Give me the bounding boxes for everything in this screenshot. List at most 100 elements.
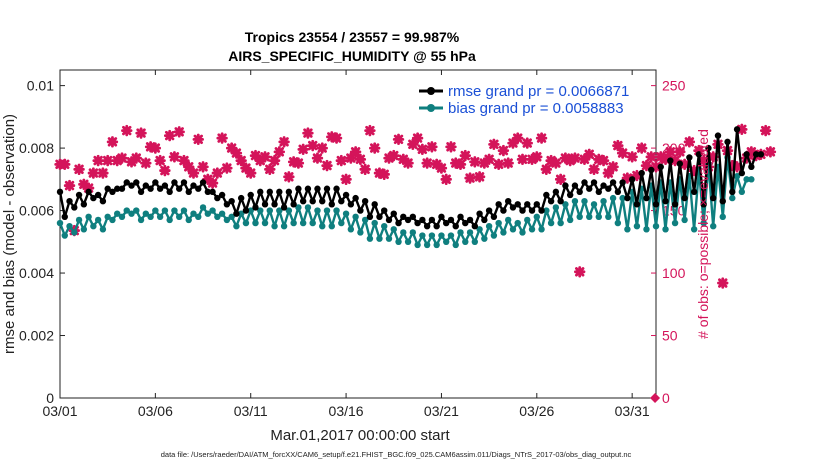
- rmse-point: [137, 188, 145, 196]
- bias-point: [671, 219, 679, 227]
- obs-point: [321, 159, 333, 172]
- rmse-point: [266, 188, 273, 196]
- obs-point: [130, 152, 142, 164]
- rmse-point: [90, 194, 97, 202]
- bias-point: [142, 210, 150, 217]
- bias-point: [290, 219, 297, 227]
- rmse-point: [600, 182, 607, 189]
- obs-point: [92, 154, 104, 167]
- rmse-point: [228, 198, 235, 205]
- rmse-point: [56, 188, 64, 196]
- rmse-point: [276, 188, 283, 196]
- obs-point: [459, 149, 471, 162]
- bias-point: [538, 226, 545, 233]
- rmse-point: [676, 160, 684, 167]
- obs-point: [602, 167, 615, 179]
- rmse-point: [133, 179, 140, 186]
- bias-point: [700, 219, 707, 227]
- bias-point: [690, 226, 698, 233]
- rmse-point: [319, 198, 326, 205]
- obs-point: [607, 161, 619, 173]
- x-axis-label: Mar.01,2017 00:00:00 start: [270, 427, 450, 444]
- bias-point: [180, 207, 188, 214]
- rmse-point: [257, 188, 264, 196]
- rmse-point: [195, 185, 202, 192]
- obs-point: [240, 162, 252, 174]
- rmse-point: [586, 185, 593, 192]
- bias-point: [195, 213, 202, 221]
- obs-point: [349, 146, 362, 158]
- obs-point: [154, 154, 166, 167]
- rmse-point: [524, 201, 531, 208]
- obs-point: [225, 142, 238, 154]
- bias-point: [543, 207, 550, 214]
- bias-point: [443, 238, 450, 246]
- bias-point: [218, 210, 226, 217]
- rmse-point: [309, 198, 316, 205]
- obs-point: [140, 157, 152, 169]
- rmse-point: [114, 185, 121, 192]
- rmse-point: [438, 213, 445, 221]
- bias-point: [590, 201, 598, 208]
- rmse-point: [333, 185, 340, 192]
- y-right-tick-label: 50: [662, 328, 678, 344]
- obs-point: [407, 138, 419, 151]
- bias-point: [104, 213, 111, 221]
- bias-point: [309, 219, 316, 227]
- rmse-point: [209, 188, 216, 196]
- obs-point: [197, 161, 209, 173]
- obs-point: [202, 173, 214, 186]
- obs-point: [516, 153, 529, 166]
- bias-point: [371, 219, 378, 227]
- obs-point: [388, 149, 400, 162]
- bias-point: [476, 226, 483, 233]
- bias-point: [271, 222, 278, 230]
- obs-series: [54, 123, 777, 403]
- bias-point: [66, 222, 73, 230]
- rmse-point: [185, 188, 192, 196]
- y-tick-label: 0.002: [19, 328, 54, 344]
- rmse-point: [667, 157, 674, 164]
- rmse-point: [462, 219, 469, 227]
- bias-point: [376, 235, 383, 242]
- obs-point: [421, 157, 433, 169]
- rmse-point: [457, 213, 464, 221]
- bias-point: [748, 176, 755, 183]
- obs-point: [512, 132, 524, 144]
- bias-point: [419, 232, 426, 239]
- obs-point: [278, 136, 290, 148]
- rmse-point: [314, 185, 321, 192]
- bias-point: [357, 229, 364, 236]
- rmse-series: [56, 126, 765, 230]
- rmse-point: [190, 182, 197, 189]
- bias-point: [118, 213, 126, 221]
- obs-point: [554, 173, 567, 186]
- bias-point: [223, 216, 231, 224]
- obs-point: [583, 148, 595, 161]
- bias-point: [328, 222, 335, 230]
- obs-point: [454, 158, 467, 171]
- rmse-point: [581, 179, 588, 186]
- rmse-point: [552, 188, 560, 196]
- rmse-point: [733, 126, 741, 133]
- bias-point: [457, 229, 464, 236]
- rmse-point: [247, 191, 254, 199]
- bias-point: [190, 210, 197, 217]
- obs-point: [245, 167, 257, 179]
- obs-point: [659, 153, 672, 166]
- rmse-point: [71, 204, 78, 211]
- bias-point: [209, 207, 216, 214]
- rmse-point: [395, 219, 402, 227]
- rmse-point: [500, 207, 507, 214]
- bias-point: [185, 216, 192, 224]
- rmse-point: [75, 191, 83, 199]
- obs-point: [135, 127, 147, 139]
- rmse-point: [533, 201, 540, 208]
- bias-point: [56, 219, 64, 227]
- bias-point: [247, 207, 254, 214]
- rmse-point: [85, 188, 92, 196]
- obs-point: [364, 124, 376, 137]
- x-axis: 03/01 03/06 03/11 03/16 03/21 03/26 03/31: [42, 70, 650, 419]
- bias-point: [366, 235, 374, 242]
- x-tick-label: 03/06: [138, 403, 173, 419]
